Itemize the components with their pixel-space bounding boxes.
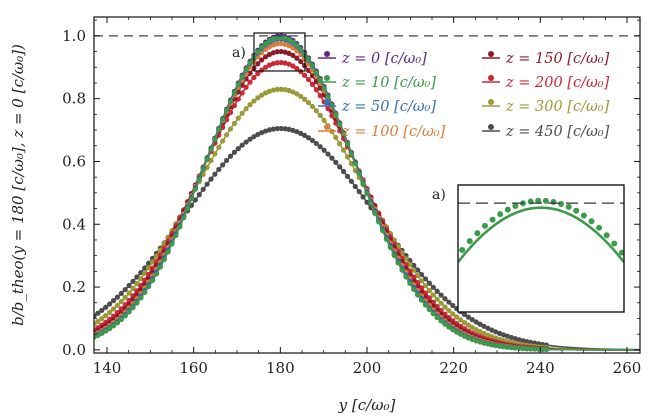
inset-data-point — [558, 200, 565, 207]
y-tick-label: 1.0 — [62, 27, 86, 45]
inset-label: a) — [432, 187, 446, 203]
legend-label: z = 450 [c/ω₀] — [505, 124, 610, 140]
legend-label: z = 0 [c/ω₀] — [341, 51, 427, 67]
inset-data-point — [459, 247, 466, 254]
legend-item: z = 200 [c/ω₀] — [482, 75, 610, 91]
inset-data-point — [588, 218, 595, 225]
inset-data-point — [596, 224, 603, 231]
legend-swatch-dot — [324, 75, 330, 81]
inset-data-point — [573, 207, 580, 214]
legend-label: z = 50 [c/ω₀] — [341, 99, 436, 115]
legend-label: z = 300 [c/ω₀] — [505, 99, 610, 115]
legend-label: z = 150 [c/ω₀] — [505, 51, 610, 67]
series-line — [94, 36, 640, 351]
x-tick-label: 240 — [526, 359, 555, 377]
x-tick-label: 200 — [353, 359, 382, 377]
inset-data-point — [618, 249, 624, 256]
inset-data-point — [481, 222, 488, 229]
inset-data-point — [504, 206, 511, 213]
legend-swatch-dot — [488, 99, 494, 105]
inset-data-point — [535, 197, 542, 204]
inset-data-point — [550, 198, 557, 205]
legend-item: z = 0 [c/ω₀] — [318, 51, 427, 67]
inset-data-point — [466, 238, 473, 245]
inset-data-point — [512, 203, 519, 210]
x-tick-label: 260 — [613, 359, 642, 377]
inset-data-point — [489, 216, 496, 223]
legend-label: z = 10 [c/ω₀] — [341, 75, 436, 91]
legend-swatch-dot — [488, 51, 494, 57]
inset-panel — [457, 184, 625, 313]
legend-label: z = 200 [c/ω₀] — [505, 75, 610, 91]
inset-data-point — [565, 203, 572, 210]
inset-data-point — [603, 232, 610, 239]
legend-swatch-dot — [488, 124, 494, 130]
y-tick-label: 0.0 — [62, 341, 86, 359]
inset-frame — [457, 184, 625, 313]
x-axis-title: y [c/ω₀] — [338, 396, 396, 414]
x-tick-label: 140 — [93, 359, 122, 377]
legend-item: z = 10 [c/ω₀] — [318, 75, 436, 91]
y-tick-label: 0.4 — [62, 215, 86, 233]
zoom-box — [253, 32, 306, 72]
x-tick-label: 220 — [439, 359, 468, 377]
y-axis-title: b/b_theo(y = 180 [c/ω₀], z = 0 [c/ω₀]) — [9, 44, 27, 326]
legend-swatch-dot — [324, 99, 330, 105]
legend-item: z = 150 [c/ω₀] — [482, 51, 610, 67]
legend-swatch-dot — [488, 75, 494, 81]
legend-swatch-dot — [324, 51, 330, 57]
inset-layer — [458, 197, 624, 263]
y-tick-label: 0.8 — [62, 90, 86, 108]
legend-label: z = 100 [c/ω₀] — [341, 124, 446, 140]
x-tick-label: 180 — [266, 359, 295, 377]
ticks: 140 160 180 200 220 240 260 0.0 0.2 0.4 0.6 0.8 1.0 — [62, 17, 641, 377]
zoom-box-label: a) — [232, 45, 246, 61]
legend-item: z = 50 [c/ω₀] — [318, 99, 436, 115]
legend-item: z = 100 [c/ω₀] — [318, 124, 446, 140]
inset-data-point — [580, 212, 587, 219]
legend: z = 0 [c/ω₀] z = 10 [c/ω₀] z = 50 [c/ω₀] z … — [318, 51, 610, 140]
inset-data-point — [497, 211, 504, 218]
inset-data-point — [542, 197, 549, 204]
y-tick-label: 0.6 — [62, 152, 86, 170]
inset-series-line — [458, 206, 624, 263]
inset-data-point — [474, 230, 481, 237]
legend-item: z = 450 [c/ω₀] — [482, 124, 610, 140]
y-tick-label: 0.2 — [62, 278, 86, 296]
legend-item: z = 300 [c/ω₀] — [482, 99, 610, 115]
legend-swatch-dot — [324, 124, 330, 130]
inset-data-point — [611, 240, 618, 247]
x-tick-label: 160 — [179, 359, 208, 377]
